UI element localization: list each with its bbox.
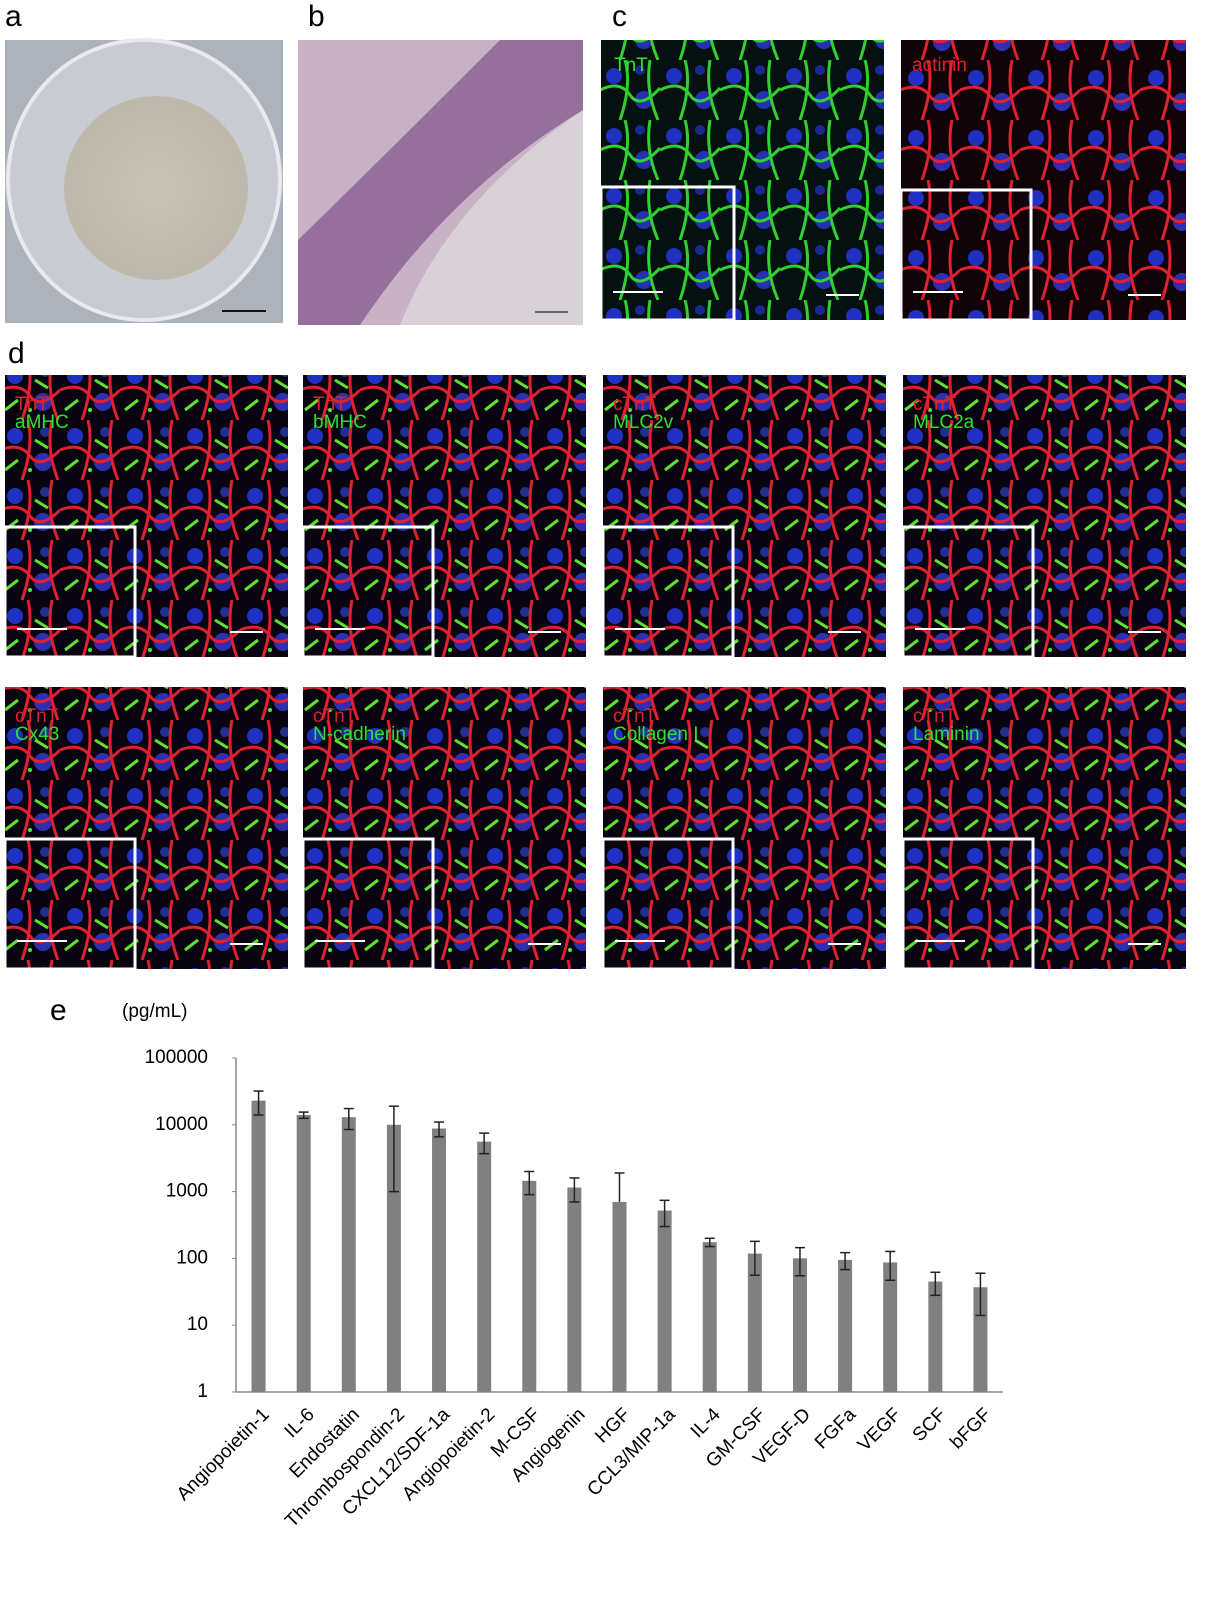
y-unit: (pg/mL)	[122, 1001, 187, 1022]
bar	[792, 1258, 807, 1392]
inset	[901, 837, 1035, 971]
y-tick-label: 1000	[166, 1181, 208, 1202]
tissue-sheet	[64, 96, 248, 280]
inset	[601, 837, 735, 971]
bar	[567, 1187, 582, 1392]
stain-label: cTnT	[913, 394, 957, 415]
inset	[901, 525, 1035, 659]
stain-label: cTnT	[613, 706, 657, 727]
panel-label: b	[308, 0, 325, 33]
stain-label: TnT	[15, 394, 49, 415]
bar	[341, 1117, 356, 1392]
x-tick-label: VEGF	[854, 1404, 905, 1455]
stain-label: cTnT	[313, 706, 357, 727]
bar	[251, 1100, 266, 1392]
x-tick-label: FGFa	[811, 1404, 860, 1453]
bar	[973, 1287, 988, 1392]
stain-label: actinin	[912, 55, 967, 76]
stain-label: N-cadherin	[313, 724, 406, 745]
bar	[883, 1262, 898, 1392]
inset	[301, 837, 435, 971]
panel-label: e	[50, 994, 67, 1027]
stain-label: cTnT	[15, 706, 59, 727]
stain-label: Laminin	[913, 724, 980, 745]
stain-label: MLC2a	[913, 412, 975, 433]
panel-label: d	[8, 337, 25, 370]
y-tick-label: 10	[187, 1314, 208, 1335]
y-tick-label: 1	[197, 1381, 208, 1402]
x-tick-label: IL-4	[687, 1404, 725, 1442]
stain-label: Collagen I	[613, 724, 699, 745]
stain-label: TnT	[614, 55, 648, 76]
stain-label: bMHC	[313, 412, 367, 433]
stain-label: Cx43	[15, 724, 59, 745]
panel-label: a	[5, 0, 22, 33]
y-tick-label: 10000	[155, 1114, 208, 1135]
x-tick-label: SCF	[909, 1404, 951, 1446]
x-tick-label: IL-6	[281, 1404, 319, 1442]
stain-label: aMHC	[15, 412, 69, 433]
stain-label: MLC2v	[613, 412, 674, 433]
inset	[3, 837, 137, 971]
inset	[899, 188, 1033, 322]
bar	[477, 1141, 492, 1392]
bar	[432, 1128, 447, 1392]
histology-tissue	[298, 40, 583, 325]
bar	[838, 1259, 853, 1392]
panel-label: c	[612, 0, 627, 33]
bar	[928, 1281, 943, 1392]
x-tick-label: Angiopoietin-1	[173, 1404, 274, 1505]
bar	[296, 1115, 311, 1392]
y-tick-label: 100	[176, 1247, 208, 1268]
stain-label: TnT	[313, 394, 347, 415]
bar	[657, 1210, 672, 1392]
stain-label: cTnT	[913, 706, 957, 727]
inset	[599, 185, 736, 322]
inset	[301, 525, 435, 659]
inset	[601, 525, 735, 659]
y-tick-label: 100000	[145, 1047, 208, 1068]
x-tick-label: bFGF	[946, 1404, 995, 1453]
bar	[522, 1180, 537, 1392]
stain-label: cTnT	[613, 394, 657, 415]
bar	[612, 1201, 627, 1392]
bar	[747, 1253, 762, 1392]
inset	[3, 525, 137, 659]
bar	[702, 1242, 717, 1392]
